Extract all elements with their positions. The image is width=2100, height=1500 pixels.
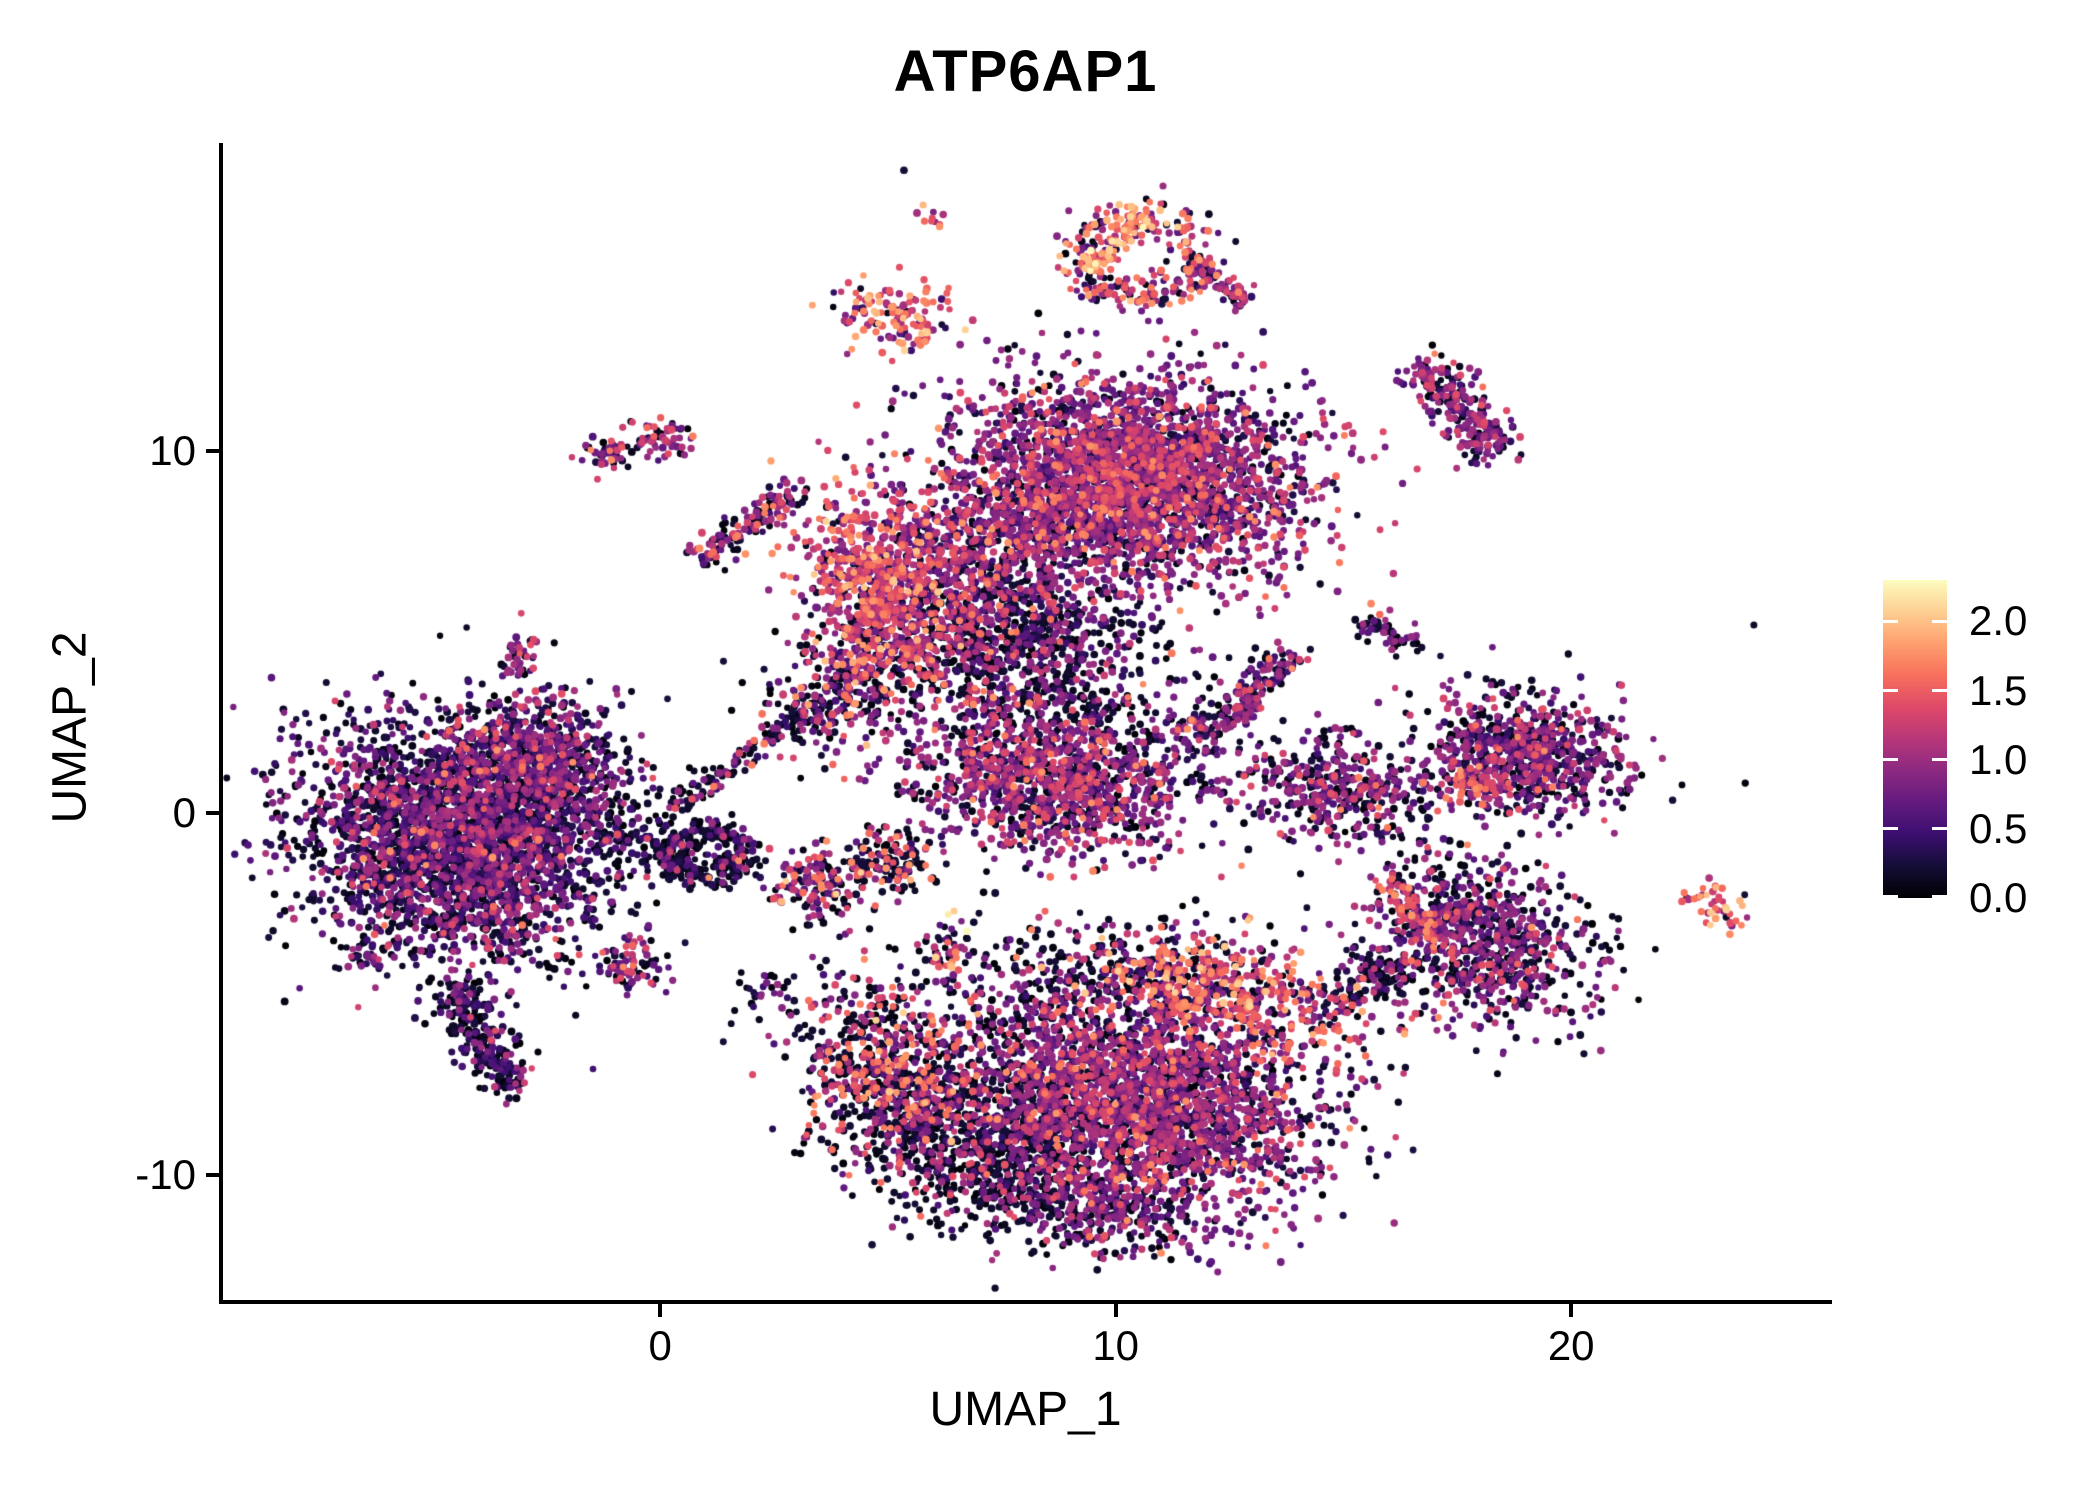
colorbar-tick-mark — [1883, 619, 1898, 623]
colorbar-tick-mark — [1932, 758, 1947, 762]
y-tick-label: 0 — [172, 789, 196, 836]
y-tick-mark — [206, 811, 219, 815]
colorbar-tick-mark — [1883, 895, 1898, 898]
x-tick-label: 10 — [1092, 1322, 1140, 1369]
colorbar-tick-mark — [1883, 827, 1898, 831]
x-axis-title: UMAP_1 — [929, 1383, 1122, 1436]
colorbar-tick-mark — [1932, 827, 1947, 831]
plot-title: ATP6AP1 — [893, 39, 1158, 104]
x-axis-line — [219, 1300, 1832, 1304]
x-tick-mark — [1569, 1304, 1574, 1317]
colorbar-tick-mark — [1932, 689, 1947, 693]
x-tick-label: 0 — [648, 1322, 672, 1369]
colorbar-tick-mark — [1883, 689, 1898, 693]
y-tick-mark — [206, 449, 219, 454]
colorbar-tick-label: 0.0 — [1969, 874, 2028, 921]
x-tick-label: 20 — [1547, 1322, 1595, 1369]
colorbar-tick-label: 1.5 — [1969, 666, 2028, 714]
y-axis-title: UMAP_2 — [43, 631, 97, 824]
y-axis-line — [219, 143, 223, 1304]
colorbar-tick-mark — [1883, 758, 1898, 762]
y-tick-mark — [206, 1172, 219, 1177]
colorbar-tick-mark — [1932, 895, 1947, 898]
colorbar-tick-label: 0.5 — [1969, 804, 2028, 852]
colorbar-tick-label: 1.0 — [1969, 735, 2028, 783]
colorbar-tick-label: 2.0 — [1969, 597, 2028, 645]
x-tick-mark — [658, 1304, 663, 1317]
y-tick-label: 10 — [149, 427, 196, 475]
y-tick-label: -10 — [135, 1150, 196, 1198]
expression-colorbar — [1883, 580, 1947, 898]
x-tick-mark — [1113, 1304, 1118, 1317]
colorbar-tick-mark — [1932, 619, 1947, 623]
